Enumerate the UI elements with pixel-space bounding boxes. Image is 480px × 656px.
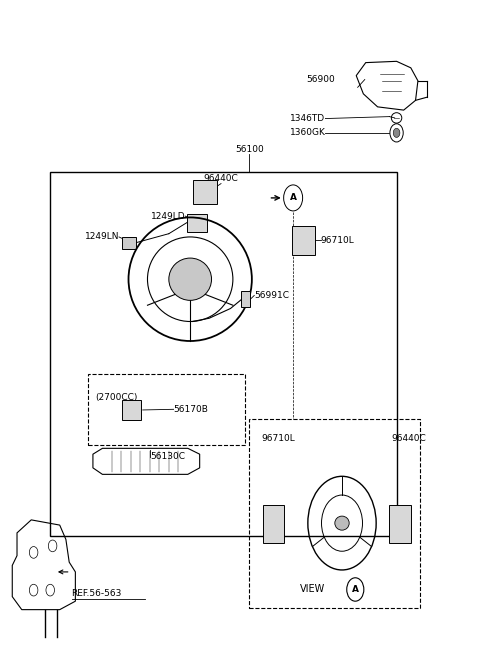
- Bar: [263, 505, 284, 543]
- Text: VIEW: VIEW: [300, 584, 325, 594]
- Text: A: A: [352, 585, 359, 594]
- Text: 56170B: 56170B: [174, 405, 208, 414]
- Bar: [202, 216, 204, 230]
- Circle shape: [284, 185, 302, 211]
- Text: 1360GK: 1360GK: [289, 129, 325, 137]
- Bar: [201, 184, 204, 202]
- Bar: [389, 505, 411, 543]
- Text: 56100: 56100: [235, 144, 264, 154]
- Bar: [122, 237, 136, 249]
- Bar: [211, 184, 214, 202]
- Text: 56900: 56900: [306, 75, 335, 84]
- Bar: [50, 172, 396, 536]
- Text: 96440C: 96440C: [204, 174, 239, 183]
- Text: 56130C: 56130C: [150, 452, 185, 461]
- Bar: [194, 216, 197, 230]
- Bar: [292, 226, 315, 255]
- Text: A: A: [289, 194, 297, 203]
- Text: 1249LD: 1249LD: [151, 212, 185, 220]
- Text: 96710L: 96710L: [261, 434, 295, 443]
- Text: 1346TD: 1346TD: [290, 114, 325, 123]
- Circle shape: [393, 129, 400, 137]
- Bar: [190, 216, 193, 230]
- Bar: [206, 184, 209, 202]
- Bar: [192, 180, 217, 205]
- Text: 96440C: 96440C: [392, 434, 427, 443]
- Bar: [250, 419, 420, 607]
- Text: 56991C: 56991C: [254, 291, 289, 300]
- Text: REF.56-563: REF.56-563: [72, 589, 122, 598]
- Text: 1249LN: 1249LN: [84, 232, 119, 241]
- Bar: [122, 400, 141, 420]
- Ellipse shape: [169, 258, 212, 300]
- Text: 96710L: 96710L: [321, 236, 354, 245]
- Bar: [88, 373, 245, 445]
- Bar: [241, 291, 250, 306]
- Bar: [196, 184, 200, 202]
- Bar: [187, 213, 207, 232]
- Ellipse shape: [335, 516, 349, 530]
- Text: (2700CC): (2700CC): [96, 393, 138, 402]
- Bar: [198, 216, 201, 230]
